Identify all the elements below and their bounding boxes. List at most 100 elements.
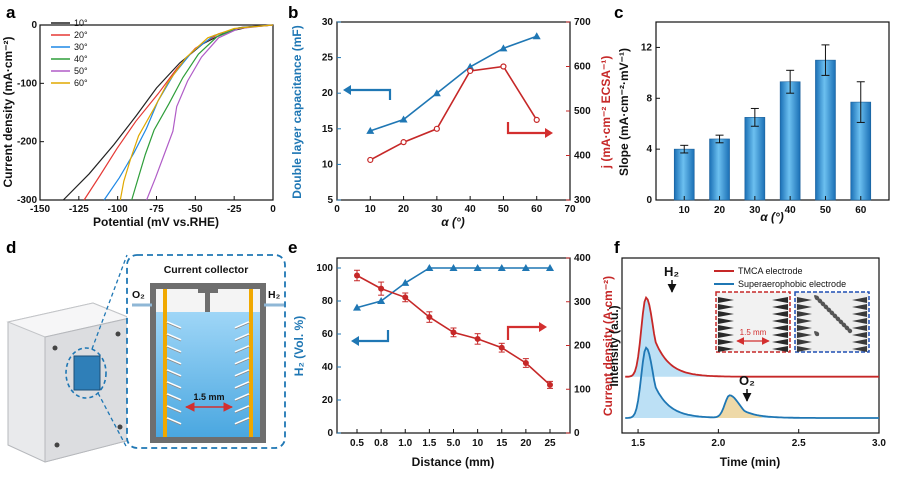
needle-right	[772, 332, 788, 338]
data-point	[367, 156, 374, 164]
y-tick-label-right: 300	[574, 297, 591, 308]
needle-left	[718, 339, 734, 345]
needle-right	[772, 311, 788, 317]
data-point	[466, 62, 475, 70]
curve-40°	[131, 24, 274, 201]
needle	[234, 369, 250, 377]
series-line	[370, 35, 537, 132]
needle	[234, 322, 250, 330]
x-tick-label: -150	[30, 204, 50, 215]
y-tick-label-left: 25	[322, 53, 334, 64]
legend-label-superaerophobic: Superaerophobic electrode	[738, 279, 846, 289]
needle-right	[772, 325, 788, 331]
legend-label: 60°	[74, 78, 88, 88]
y-tick-label: 12	[641, 42, 653, 53]
x-tick-label: -50	[188, 204, 203, 215]
panel-letter-a: a	[6, 3, 16, 22]
needle-left	[797, 332, 812, 338]
data-point	[467, 67, 474, 75]
needle-right	[852, 318, 867, 324]
series-line	[369, 65, 538, 161]
y-tick-label-left: 20	[322, 88, 334, 99]
x-tick-label: 2.5	[792, 438, 806, 449]
x-tick-label: 0	[270, 204, 276, 215]
y-tick-label-left: 20	[322, 395, 334, 406]
y-tick-label-right: 700	[574, 17, 591, 28]
x-tick-label: 60	[531, 204, 543, 215]
needle-right	[852, 346, 867, 352]
chart-b-left-arrowhead	[343, 85, 351, 95]
needle	[234, 381, 250, 389]
legend-label: 10°	[74, 18, 88, 28]
data-point	[432, 89, 441, 97]
y-tick-label-left: 30	[322, 17, 334, 28]
chart-b-ylabel-right: j (mA·cm⁻² ECSA⁻¹)	[599, 56, 613, 170]
needle	[166, 345, 182, 353]
x-tick-label: 1.0	[398, 438, 412, 449]
needle	[166, 405, 182, 413]
needle-left	[718, 318, 734, 324]
needle	[234, 321, 250, 329]
needle	[166, 346, 182, 354]
y-tick-label: 0	[31, 20, 37, 31]
legend-label-tmca: TMCA electrode	[738, 266, 803, 276]
chart-f-frame	[621, 257, 880, 434]
needle	[166, 417, 182, 425]
data-point	[433, 125, 440, 132]
needle	[234, 345, 250, 353]
x-tick-label: 20	[714, 205, 726, 216]
chart-b-xlabel: α (°)	[441, 215, 465, 229]
x-tick-label: 25	[544, 438, 556, 449]
x-tick-label: 3.0	[872, 438, 886, 449]
needle	[166, 418, 182, 426]
panel-letter-e: e	[288, 238, 297, 257]
x-tick-label: 20	[520, 438, 532, 449]
bolt-icon	[117, 424, 123, 430]
y-tick-label-left: 100	[316, 263, 333, 274]
chart-f-xlabel: Time (min)	[720, 455, 780, 469]
curve-50°	[146, 24, 274, 201]
data-point	[522, 360, 529, 366]
data-point	[521, 264, 530, 271]
device-illustration: Current collector O₂ H₂ 1.5 mm	[6, 254, 286, 463]
needle-left	[718, 311, 734, 317]
o2-peak-label: O₂	[739, 373, 755, 388]
data-point	[499, 44, 508, 52]
needle-right	[772, 318, 788, 324]
data-point	[426, 314, 433, 321]
needle	[234, 417, 250, 425]
h2-label: H₂	[268, 289, 281, 301]
data-point	[377, 297, 386, 304]
current-collector-label: Current collector	[164, 264, 249, 276]
chart-a-ylabel: Current density (mA·cm⁻²)	[1, 36, 15, 187]
x-tick-label: 30	[749, 205, 761, 216]
o2-label: O₂	[132, 289, 145, 301]
chart-a: -150 -125 -100 -75 -50 -25 0 0 -100 -200 -300 Pot…	[1, 18, 276, 229]
bar	[709, 138, 730, 201]
needle-left	[797, 325, 812, 331]
data-point	[546, 264, 554, 271]
x-tick-label: 50	[498, 204, 510, 215]
electrode-window	[73, 355, 101, 391]
needle-left	[797, 318, 812, 324]
needle-left	[718, 297, 734, 303]
y-tick-label-right: 600	[574, 62, 591, 73]
needle	[234, 418, 250, 426]
zoom-line-bottom	[97, 392, 128, 449]
y-tick-label-left: 60	[322, 329, 334, 340]
zoom-circle	[65, 347, 107, 399]
needle-left	[797, 304, 812, 310]
needle	[166, 358, 182, 366]
y-tick-label-right: 100	[574, 384, 591, 395]
chart-b: 0 10 20 30 40 50 60 70 5 10 15 20 25 30 300 400 500 600…	[290, 17, 613, 229]
bar	[779, 81, 801, 201]
y-tick-label-right: 300	[574, 195, 591, 206]
needle	[166, 406, 182, 414]
series-line	[625, 295, 879, 378]
data-point	[402, 294, 409, 301]
needle	[166, 334, 182, 342]
needle-right	[852, 332, 867, 338]
y-tick-label: -100	[17, 78, 37, 89]
electrolyte	[156, 312, 260, 437]
needle-right	[852, 339, 867, 345]
